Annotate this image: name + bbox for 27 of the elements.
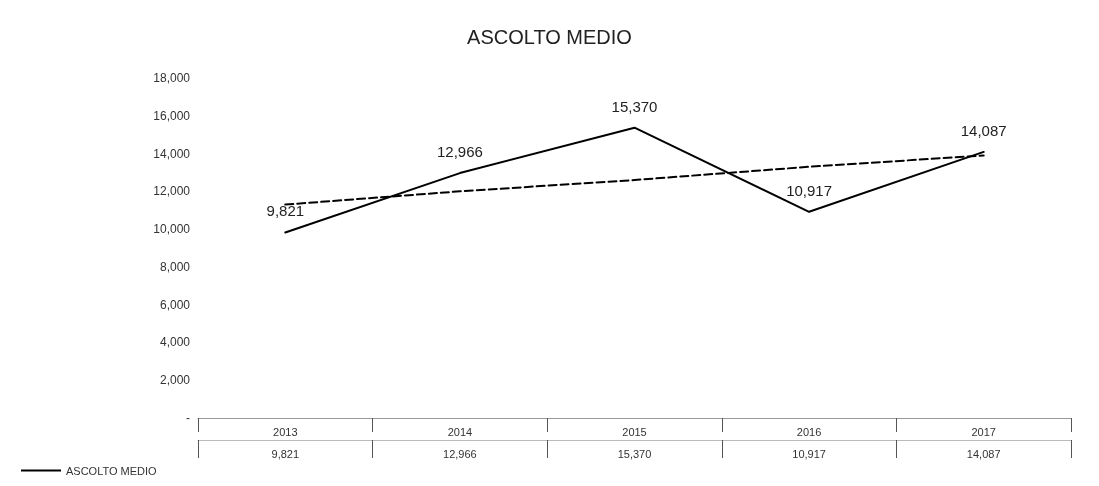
data-label: 12,966 (443, 447, 477, 460)
y-tick-label: 14,000 (153, 146, 191, 161)
x-tick-label: 2014 (447, 425, 473, 438)
data-label: 10,917 (792, 447, 826, 460)
chart-title: ASCOLTO MEDIO (467, 26, 632, 48)
legend-label: ASCOLTO MEDIO (66, 464, 158, 477)
y-tick-label: 12,000 (153, 184, 191, 199)
x-tick-label: 2013 (273, 425, 298, 438)
text: 12,966 (436, 143, 483, 161)
data-label: 9,821 (271, 447, 300, 460)
text: 9,821 (266, 202, 305, 220)
x-tick-label: 2017 (971, 425, 996, 438)
x-tick-label: 2016 (796, 425, 822, 438)
y-tick-label: 16,000 (153, 108, 191, 123)
x-tick-label: 2015 (622, 425, 647, 438)
y-tick-label: - (186, 411, 190, 425)
text: 15,370 (611, 97, 658, 115)
text: 10,917 (786, 181, 833, 199)
text: 14,087 (960, 121, 1007, 139)
y-tick-label: 4,000 (159, 335, 191, 350)
y-tick-label: 18,000 (153, 71, 191, 85)
y-tick-label: 10,000 (153, 222, 191, 237)
data-label: 15,370 (617, 447, 652, 460)
y-tick-label: 2,000 (159, 373, 191, 388)
data-label: 14,087 (966, 447, 1001, 460)
y-tick-label: 8,000 (159, 259, 191, 274)
y-tick-label: 6,000 (159, 297, 191, 312)
